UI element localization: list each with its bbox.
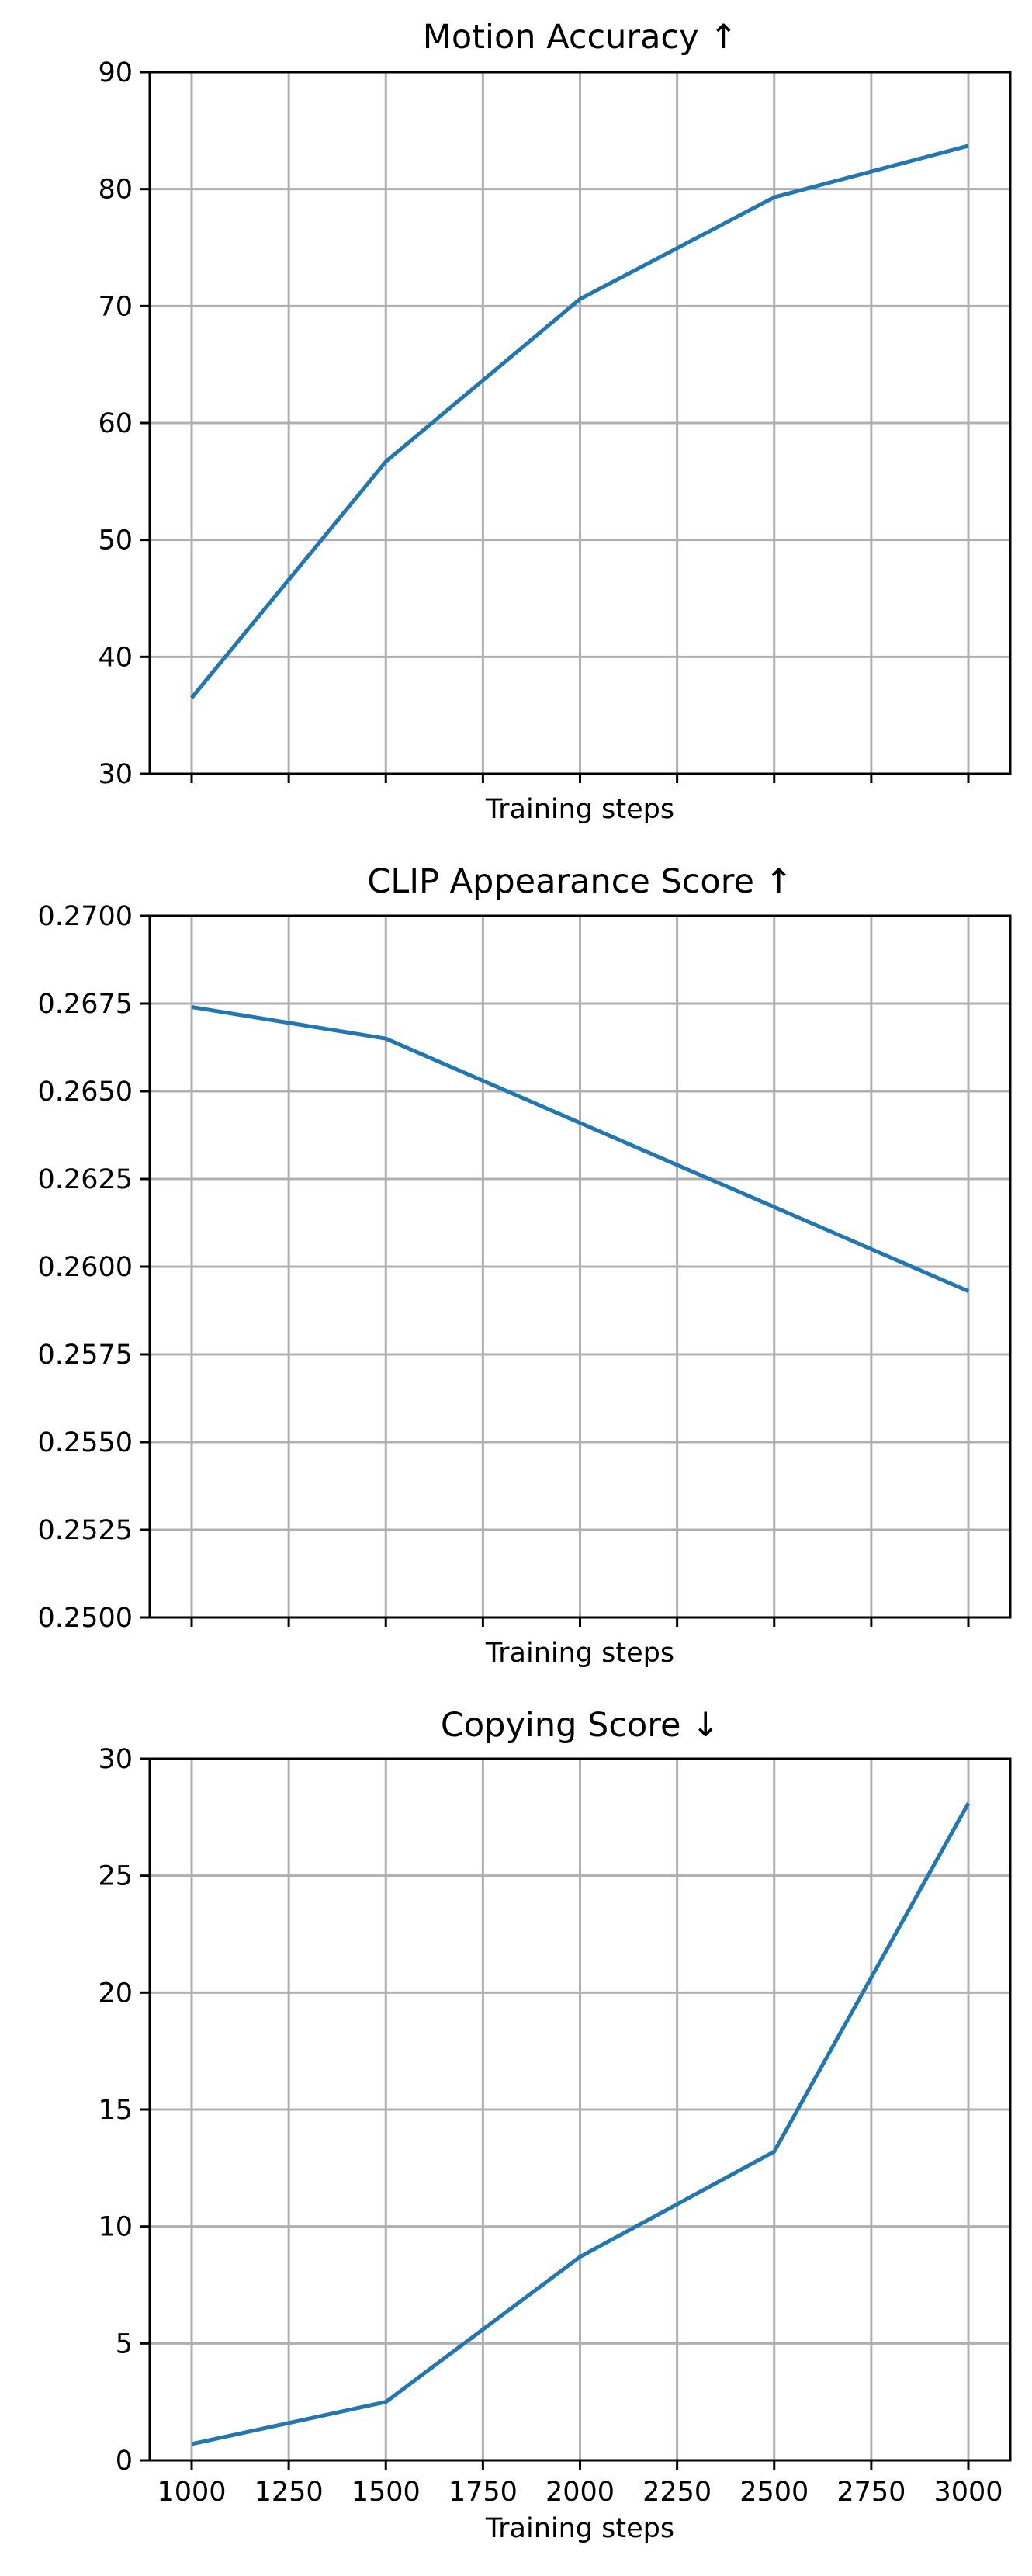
chart-2-ytick-label: 0.2650 (38, 1077, 133, 1108)
chart-1-ytick-label: 50 (98, 525, 133, 556)
chart-1-x-axis-label: Training steps (485, 794, 674, 825)
chart-3-ytick-label: 30 (98, 1744, 133, 1775)
chart-1-ytick-label: 60 (98, 408, 133, 439)
chart-2-ytick-label: 0.2500 (38, 1603, 133, 1634)
chart-1-ytick-label: 70 (98, 291, 133, 322)
chart-1-ytick-label: 30 (98, 759, 133, 790)
chart-2-ytick-label: 0.2675 (38, 989, 133, 1020)
chart-3-xtick-label: 1000 (157, 2477, 226, 2508)
chart-3-title: Copying Score ↓ (441, 1706, 719, 1745)
chart-2-ytick-label: 0.2575 (38, 1340, 133, 1371)
chart-3-xtick-label: 2500 (739, 2477, 809, 2508)
chart-2-ytick-label: 0.2700 (38, 901, 133, 932)
chart-3-x-axis-label: Training steps (485, 2513, 674, 2544)
chart-1-series-line-1 (190, 144, 969, 699)
chart-2-ytick-label: 0.2625 (38, 1164, 133, 1195)
chart-3-xtick-label: 2250 (642, 2477, 712, 2508)
chart-3-xtick-label: 2750 (836, 2477, 906, 2508)
chart-3-xtick-label: 2000 (545, 2477, 615, 2508)
chart-3-xtick-label: 1500 (352, 2477, 421, 2508)
chart-3-ytick-label: 15 (98, 2095, 133, 2126)
chart-2-ytick-label: 0.2600 (38, 1252, 133, 1283)
chart-3-ytick-label: 20 (98, 1978, 133, 2009)
chart-3: 0 5 10 15 20 25 30 1000 1250 1500 1750 2000 2250 2500… (98, 1706, 1012, 2544)
chart-2-series-line-1 (191, 1005, 969, 1293)
chart-2-ytick-label: 0.2525 (38, 1515, 133, 1546)
chart-3-ytick-label: 0 (116, 2446, 133, 2477)
chart-3-series-line-1 (191, 1802, 971, 2446)
chart-2-x-axis-label: Training steps (485, 1638, 674, 1669)
chart-1-ytick-label: 80 (98, 175, 133, 206)
chart-1-ytick-label: 40 (98, 642, 133, 673)
chart-3-ytick-label: 10 (98, 2212, 133, 2243)
chart-1-title: Motion Accuracy ↑ (423, 18, 737, 57)
chart-1: 30 40 50 60 70 80 90 Training steps Motion Accur… (98, 18, 1012, 825)
chart-1-ytick-label: 90 (98, 57, 133, 88)
chart-2-title: CLIP Appearance Score ↑ (367, 862, 792, 901)
chart-2-ytick-label: 0.2550 (38, 1427, 133, 1458)
chart-3-xtick-label: 3000 (933, 2477, 1003, 2508)
chart-3-xtick-label: 1250 (255, 2477, 324, 2508)
chart-3-ytick-label: 5 (116, 2328, 133, 2359)
chart-3-xtick-label: 1750 (448, 2477, 518, 2508)
chart-3-ytick-label: 25 (98, 1861, 133, 1892)
chart-2: 0.2500 0.2525 0.2550 0.2575 0.2600 0.2625 0.26… (38, 862, 1012, 1669)
